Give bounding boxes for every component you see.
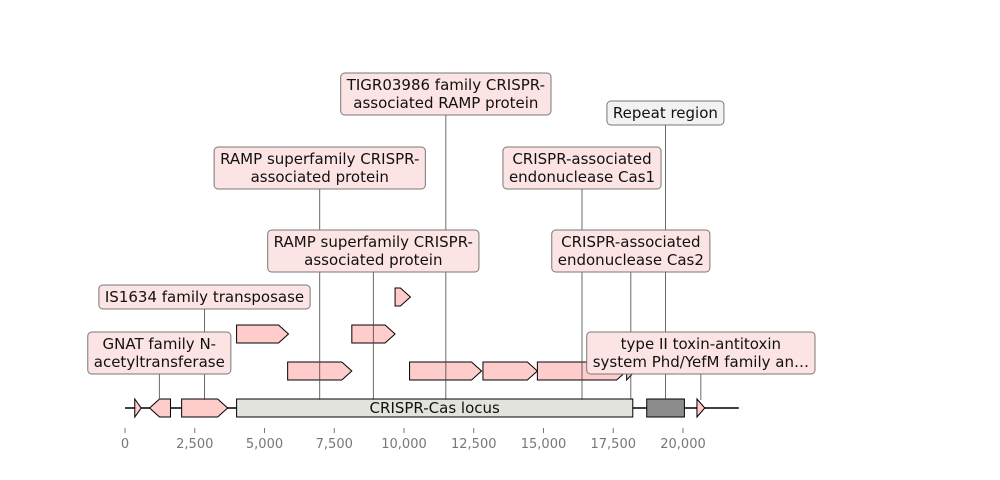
gene-arrow-5	[236, 324, 290, 344]
gene-arrow-1	[134, 397, 142, 419]
annotation-box-5	[340, 72, 552, 116]
annotation-box-2	[98, 284, 311, 310]
gene-arrow-2	[148, 398, 171, 418]
annotation-label-2-line-1: IS1634 family transposase	[105, 288, 304, 306]
annotation-label-4-line-1: RAMP superfamily CRISPR-	[274, 233, 473, 251]
annotation-label-6-line-1: CRISPR-associated	[512, 150, 651, 168]
annotation-label-6-line-2: endonuclease Cas1	[509, 168, 655, 186]
axis-tick-label-8: 17,500	[591, 437, 637, 452]
gene-arrow-7	[394, 287, 412, 307]
annotation-label-8-line-1: Repeat region	[613, 104, 718, 122]
axis-tick-label-7: 15,000	[521, 437, 567, 452]
annotation-label-4-line-2: associated protein	[304, 251, 442, 269]
annotation-box-8	[606, 100, 725, 126]
annotation-box-4	[267, 229, 480, 273]
annotation-labels: GNAT family N-acetyltransferase IS1634 fa…	[87, 72, 816, 375]
annotation-label-1-line-2: acetyltransferase	[94, 353, 225, 371]
annotation-label-1-line-1: GNAT family N-	[103, 335, 217, 353]
position-axis: 0 2,500 5,000 7,500 10,000 12,500 15,000 17,500…	[121, 428, 706, 452]
gene-arrow-12	[696, 397, 706, 419]
axis-tick-label-5: 10,000	[381, 437, 427, 452]
annotation-box-9	[586, 331, 816, 375]
axis-tick-label-2: 2,500	[176, 437, 213, 452]
annotation-label-7-line-1: CRISPR-associated	[561, 233, 700, 251]
axis-tick-label-3: 5,000	[246, 437, 283, 452]
crispr-cas-locus-label: CRISPR-Cas locus	[370, 399, 500, 417]
axis-tick-label-6: 12,500	[451, 437, 497, 452]
annotation-label-7-line-2: endonuclease Cas2	[558, 251, 704, 269]
annotation-box-7	[551, 229, 711, 273]
annotation-box-3	[213, 146, 426, 190]
annotation-label-9-line-1: type II toxin-antitoxin	[621, 335, 781, 353]
repeat-region-box	[646, 398, 685, 418]
annotation-label-5-line-1: TIGR03986 family CRISPR-	[346, 76, 545, 94]
annotation-box-1	[87, 331, 232, 375]
axis-tick-label-1: 0	[121, 437, 129, 452]
gene-arrow-9	[482, 361, 539, 381]
annotation-box-6	[502, 146, 662, 190]
annotation-label-3-line-1: RAMP superfamily CRISPR-	[220, 150, 419, 168]
annotation-label-3-line-2: associated protein	[251, 168, 389, 186]
annotation-label-9-line-2: system Phd/YefM family an…	[593, 353, 809, 371]
annotation-label-5-line-2: associated RAMP protein	[353, 94, 538, 112]
gene-features: CRISPR-Cas locus	[134, 287, 706, 419]
axis-tick-label-4: 7,500	[316, 437, 353, 452]
axis-tick-label-9: 20,000	[660, 437, 706, 452]
crispr-cas-locus-box	[236, 398, 634, 418]
gene-arrow-3	[181, 398, 229, 418]
